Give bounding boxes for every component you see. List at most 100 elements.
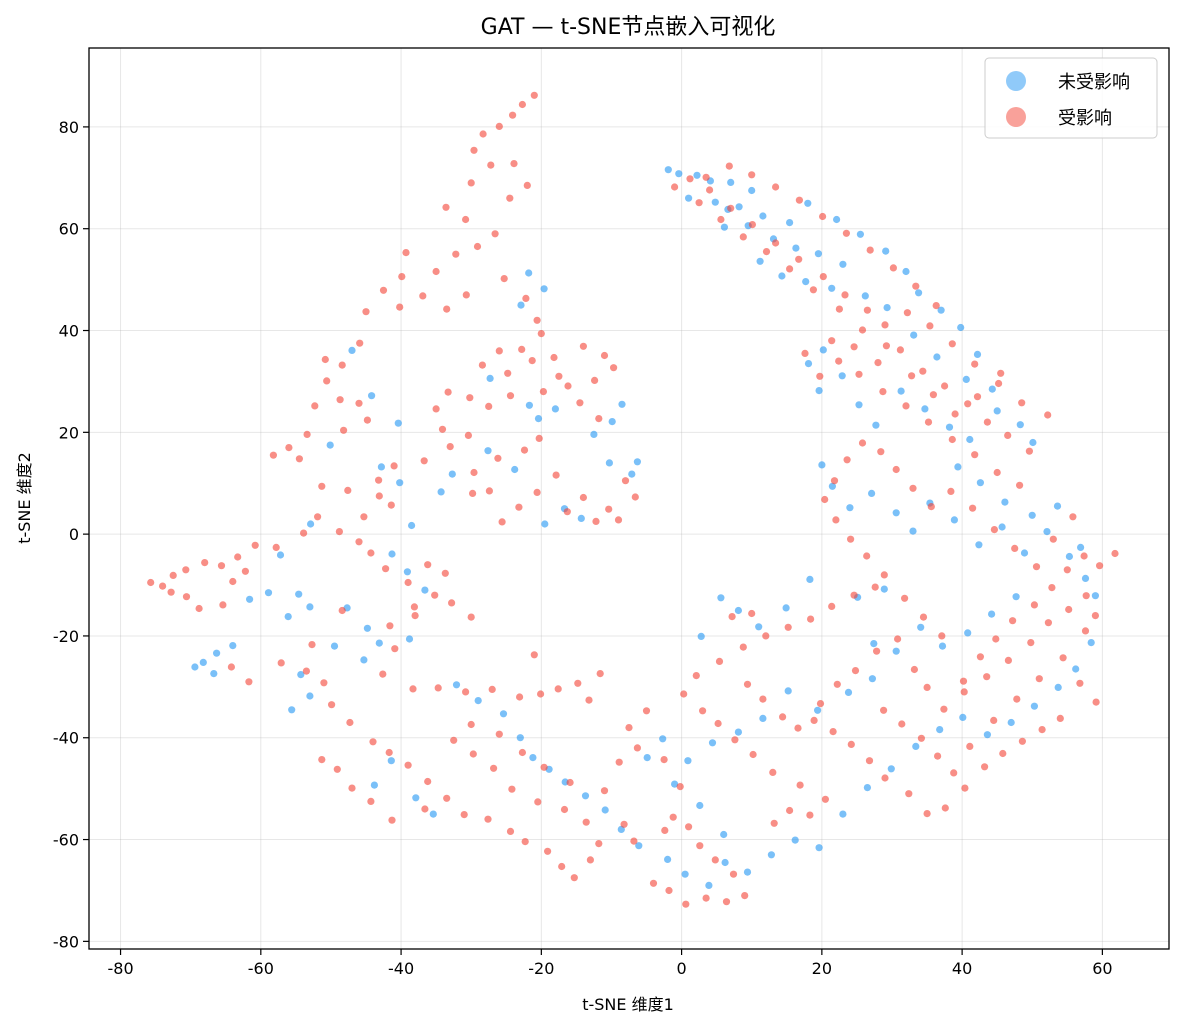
- data-point: [420, 457, 428, 465]
- data-point: [796, 781, 804, 789]
- data-point: [868, 489, 876, 497]
- data-point: [971, 360, 979, 368]
- data-point: [515, 503, 523, 511]
- data-point: [1011, 544, 1019, 553]
- data-point: [506, 827, 515, 836]
- data-point: [702, 173, 710, 181]
- data-point: [521, 838, 529, 846]
- data-point: [664, 166, 672, 174]
- data-point: [804, 199, 812, 207]
- data-point: [778, 272, 786, 280]
- data-point: [586, 856, 595, 864]
- legend-marker-unaffected: [1006, 71, 1026, 91]
- data-point: [806, 811, 814, 819]
- data-point: [983, 673, 991, 681]
- data-point: [748, 609, 756, 618]
- data-point: [1072, 665, 1080, 673]
- data-point: [540, 763, 548, 771]
- data-point: [685, 194, 693, 202]
- data-point: [396, 303, 404, 311]
- data-point: [421, 805, 429, 813]
- x-tick-label: -20: [528, 959, 554, 978]
- data-point: [947, 487, 955, 495]
- data-point: [390, 462, 398, 470]
- data-point: [633, 458, 642, 466]
- data-point: [892, 509, 900, 517]
- data-point: [981, 763, 989, 771]
- data-point: [833, 680, 841, 688]
- data-point: [387, 757, 395, 765]
- data-point: [1001, 498, 1009, 506]
- data-point: [391, 645, 399, 653]
- data-point: [1032, 563, 1041, 571]
- data-point: [784, 687, 792, 695]
- data-point: [938, 642, 947, 650]
- data-point: [1076, 679, 1084, 687]
- data-point: [441, 569, 449, 577]
- data-point: [368, 392, 376, 400]
- data-point: [734, 606, 743, 615]
- data-point: [1082, 592, 1090, 600]
- data-point: [432, 405, 440, 413]
- data-point: [633, 744, 642, 752]
- data-point: [923, 683, 931, 692]
- data-point: [1030, 702, 1038, 710]
- data-point: [905, 790, 913, 798]
- data-point: [755, 623, 763, 631]
- data-point: [863, 784, 872, 792]
- data-point: [412, 794, 420, 802]
- data-point: [881, 774, 889, 782]
- data-point: [1087, 639, 1095, 647]
- data-point: [983, 731, 992, 739]
- data-point: [941, 804, 949, 812]
- data-point: [791, 836, 799, 844]
- data-point: [336, 396, 344, 404]
- data-point: [821, 795, 830, 803]
- data-point: [621, 477, 630, 485]
- data-point: [528, 357, 536, 365]
- data-point: [229, 577, 237, 586]
- data-point: [695, 199, 703, 207]
- data-point: [306, 603, 314, 611]
- data-point: [269, 451, 277, 459]
- data-point: [564, 382, 572, 390]
- data-point: [717, 215, 725, 224]
- data-point: [877, 448, 885, 456]
- data-point: [346, 718, 354, 727]
- data-point: [1038, 726, 1046, 734]
- data-point: [983, 418, 992, 426]
- data-point: [333, 765, 341, 773]
- y-axis: -80 -60 -40 -20 0 20 40 60 80: [53, 118, 89, 951]
- data-point: [474, 697, 482, 705]
- data-point: [863, 306, 872, 314]
- data-point: [1007, 718, 1015, 727]
- data-point: [665, 886, 673, 895]
- data-point: [945, 423, 954, 431]
- data-point: [330, 642, 339, 650]
- data-point: [919, 613, 928, 621]
- data-point: [288, 706, 296, 714]
- data-point: [997, 369, 1005, 377]
- data-point: [554, 685, 562, 693]
- data-point: [1035, 675, 1043, 683]
- data-point: [714, 719, 722, 728]
- data-point: [1092, 698, 1100, 706]
- data-point: [838, 372, 846, 380]
- data-point: [432, 267, 440, 276]
- data-point: [659, 735, 667, 743]
- data-point: [510, 160, 518, 168]
- data-point: [367, 549, 375, 557]
- data-point: [210, 670, 218, 678]
- y-tick-label: 60: [59, 220, 79, 239]
- data-point: [1044, 619, 1052, 627]
- data-point: [1049, 535, 1057, 543]
- data-point: [229, 642, 237, 650]
- data-point: [957, 323, 965, 332]
- data-point: [898, 720, 906, 728]
- data-point: [661, 826, 669, 835]
- data-point: [511, 465, 519, 474]
- data-point: [1069, 513, 1077, 521]
- data-point: [1056, 714, 1064, 723]
